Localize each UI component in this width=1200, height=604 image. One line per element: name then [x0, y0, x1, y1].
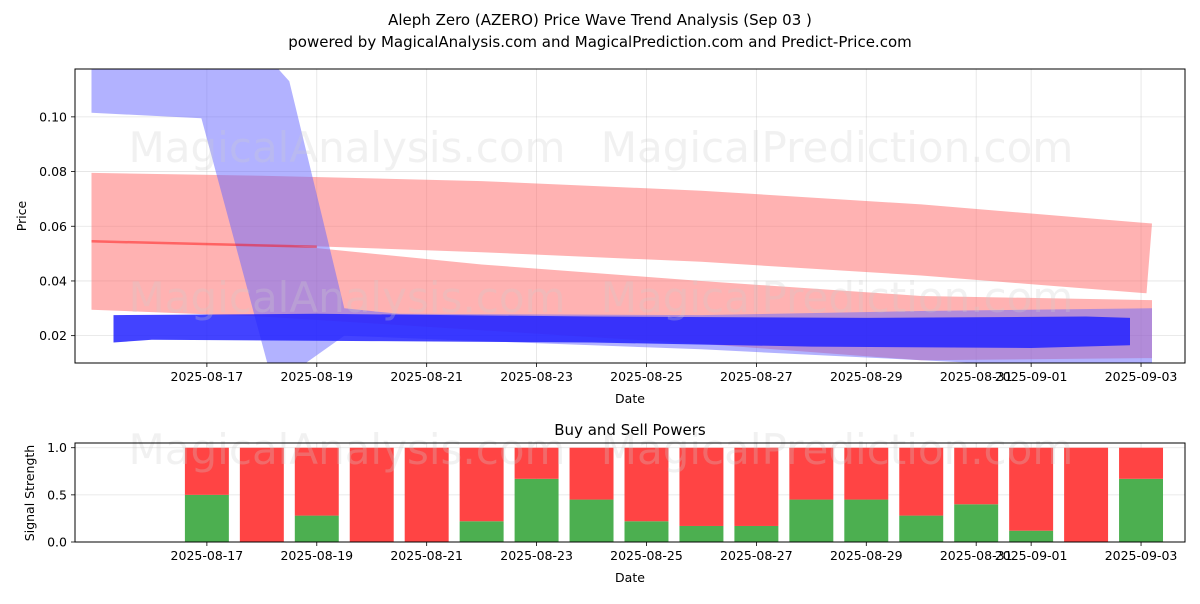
sell-bar: [789, 447, 834, 500]
sub-y-tick-label: 1.0: [47, 440, 67, 455]
sub-x-label: Date: [615, 570, 645, 585]
sell-bar: [844, 447, 889, 500]
sell-bar: [1119, 447, 1164, 479]
sell-bar: [679, 447, 724, 526]
sell-bar: [1009, 447, 1054, 531]
main-x-tick-label: 2025-08-25: [610, 369, 683, 384]
watermark-analysis-mid: MagicalAnalysis.com: [129, 273, 566, 322]
sub-x-tick-label: 2025-08-31: [940, 548, 1013, 563]
sub-y-tick-label: 0.0: [47, 535, 67, 550]
watermark-analysis-sub: MagicalAnalysis.com: [129, 425, 566, 474]
sub-x-tick-label: 2025-08-21: [390, 548, 463, 563]
main-axes-frame: [74, 68, 1186, 364]
sell-bar: [1064, 447, 1109, 542]
red-upper-band: [91, 172, 1152, 294]
buy-bar: [844, 499, 889, 542]
sub-x-tick-label: 2025-09-01: [995, 548, 1068, 563]
sub-axes-frame: [74, 442, 1186, 543]
buy-bar: [1009, 530, 1054, 542]
sell-bar: [624, 447, 669, 522]
buy-bar: [459, 521, 504, 542]
sub-watermarks: MagicalAnalysis.com MagicalPrediction.co…: [129, 425, 1074, 474]
sell-bar: [569, 447, 614, 500]
main-bands: [91, 69, 1152, 363]
watermark-analysis-top: MagicalAnalysis.com: [129, 123, 566, 172]
buy-bar: [954, 504, 999, 542]
sell-bar: [514, 447, 559, 479]
sub-x-tick-label: 2025-08-25: [610, 548, 683, 563]
sell-bar: [954, 447, 999, 505]
main-watermarks: MagicalAnalysis.com MagicalPrediction.co…: [129, 123, 1074, 322]
buy-bar: [734, 525, 779, 542]
main-y-tick-label: 0.04: [39, 273, 67, 288]
main-x-ticks: 2025-08-17 2025-08-19 2025-08-21 2025-08-23…: [171, 363, 1178, 384]
main-x-tick-label: 2025-08-29: [830, 369, 903, 384]
sell-bar: [459, 447, 504, 522]
main-x-tick-label: 2025-09-03: [1105, 369, 1178, 384]
main-y-tick-label: 0.10: [39, 109, 67, 124]
buy-bar: [514, 478, 559, 542]
main-y-tick-label: 0.08: [39, 164, 67, 179]
buy-bar: [1119, 478, 1164, 542]
sell-bar: [734, 447, 779, 526]
buy-bar: [899, 515, 944, 542]
buy-bar: [679, 525, 724, 542]
main-x-tick-label: 2025-08-27: [720, 369, 793, 384]
sell-bar: [349, 447, 394, 542]
buy-bar: [624, 521, 669, 542]
main-x-tick-label: 2025-08-19: [280, 369, 353, 384]
main-y-label: Price: [14, 200, 29, 231]
sub-x-ticks: 2025-08-17 2025-08-19 2025-08-21 2025-08-23…: [171, 542, 1178, 563]
main-x-tick-label: 2025-08-17: [171, 369, 244, 384]
sub-x-tick-label: 2025-08-19: [280, 548, 353, 563]
main-x-tick-label: 2025-08-31: [940, 369, 1013, 384]
sub-y-label: Signal Strength: [22, 445, 37, 541]
main-x-tick-label: 2025-09-01: [995, 369, 1068, 384]
sell-bar: [184, 447, 229, 495]
main-lines: [91, 240, 317, 249]
main-x-label: Date: [615, 391, 645, 406]
blue-lower-band: [113, 313, 1130, 348]
sub-x-tick-label: 2025-08-17: [171, 548, 244, 563]
main-x-tick-label: 2025-08-21: [390, 369, 463, 384]
sell-bar: [294, 447, 339, 516]
buy-sell-powers-chart: Buy and Sell Powers MagicalAnalysis.com …: [22, 421, 1186, 585]
sub-x-tick-label: 2025-08-27: [720, 548, 793, 563]
sell-bar: [239, 447, 284, 542]
sell-bar: [404, 447, 449, 542]
main-y-ticks: 0.02 0.04 0.06 0.08 0.10: [39, 109, 75, 343]
buy-bar: [569, 499, 614, 542]
main-x-tick-label: 2025-08-23: [500, 369, 573, 384]
sub-y-ticks: 0.0 0.5 1.0: [47, 440, 75, 550]
buy-bar: [184, 494, 229, 542]
sub-bars: [184, 447, 1164, 542]
red-trend-line: [91, 240, 317, 249]
sub-chart-title: Buy and Sell Powers: [554, 421, 706, 439]
main-y-tick-label: 0.02: [39, 328, 67, 343]
watermark-prediction-sub: MagicalPrediction.com: [601, 425, 1074, 474]
chart-subtitle: powered by MagicalAnalysis.com and Magic…: [288, 33, 912, 51]
watermark-prediction-top: MagicalPrediction.com: [601, 123, 1074, 172]
buy-bar: [294, 515, 339, 542]
sub-x-tick-label: 2025-08-23: [500, 548, 573, 563]
sub-y-tick-label: 0.5: [47, 487, 67, 502]
price-wave-chart: MagicalAnalysis.com MagicalPrediction.co…: [14, 68, 1186, 406]
sub-x-tick-label: 2025-08-29: [830, 548, 903, 563]
main-y-tick-label: 0.06: [39, 219, 67, 234]
chart-title: Aleph Zero (AZERO) Price Wave Trend Anal…: [388, 11, 812, 29]
watermark-prediction-mid: MagicalPrediction.com: [601, 273, 1074, 322]
buy-bar: [789, 499, 834, 542]
sub-x-tick-label: 2025-09-03: [1105, 548, 1178, 563]
sell-bar: [899, 447, 944, 516]
